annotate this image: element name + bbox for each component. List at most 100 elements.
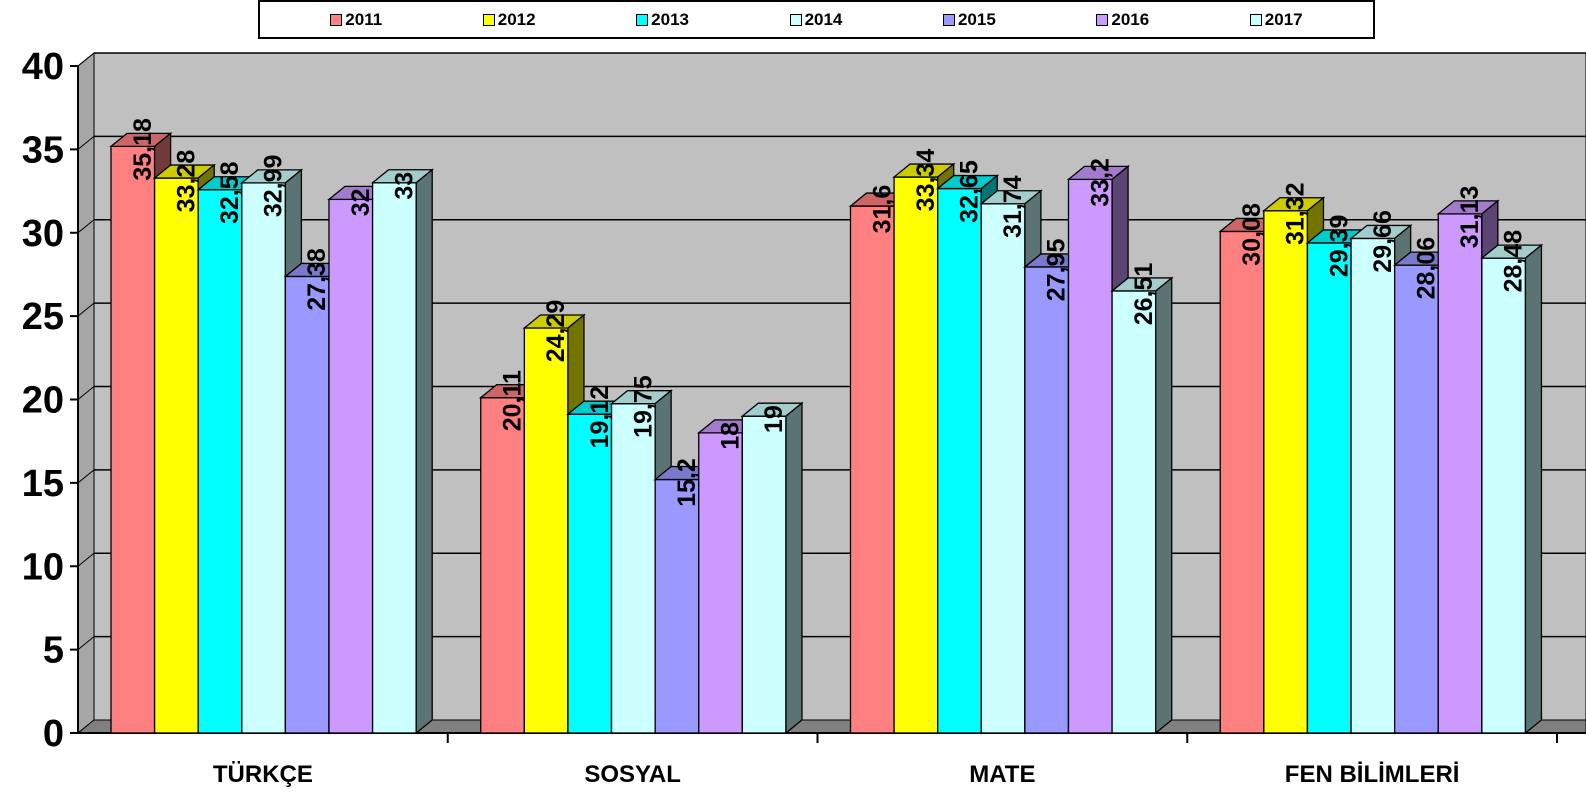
data-label: 31,13 <box>1456 186 1484 249</box>
bar-2016 <box>1067 178 1113 734</box>
bar-2017 <box>371 182 417 734</box>
bar-2012 <box>893 176 939 734</box>
bar-2015 <box>1394 264 1439 734</box>
gridline-side <box>77 469 95 484</box>
bar-2015 <box>284 275 330 734</box>
bar-2015 <box>1024 266 1070 734</box>
bar-2013 <box>197 189 243 734</box>
legend-item-2012: 2012 <box>482 9 536 30</box>
data-label: 31,6 <box>868 185 896 234</box>
data-label: 28,06 <box>1412 237 1440 300</box>
bar-2012 <box>153 177 199 734</box>
legend-label: 2015 <box>957 9 996 29</box>
y-tick-label: 40 <box>22 46 64 88</box>
legend-label: 2017 <box>1264 9 1303 29</box>
bar-2016 <box>328 198 374 734</box>
gridline-side <box>77 302 95 317</box>
data-label: 27,38 <box>303 248 331 311</box>
legend-swatch <box>1096 13 1109 26</box>
bar-2017 <box>1481 257 1527 734</box>
data-label: 35,18 <box>129 118 157 181</box>
data-label: 15,2 <box>673 458 701 507</box>
legend-swatch <box>482 13 495 26</box>
gridline-side <box>77 52 95 67</box>
bar-2012 <box>1263 210 1309 734</box>
y-tick-label: 10 <box>22 546 64 588</box>
legend-label: 2016 <box>1111 9 1150 29</box>
data-label: 20,11 <box>499 370 527 431</box>
bar-2012 <box>523 327 569 734</box>
legend-label: 2011 <box>345 9 383 29</box>
legend-swatch <box>330 13 343 26</box>
gridline-side <box>77 135 95 150</box>
data-label: 19,75 <box>629 375 657 438</box>
data-label: 26,51 <box>1130 263 1158 326</box>
legend-label: 2014 <box>804 9 843 29</box>
bar-2017 <box>1111 290 1157 734</box>
legend-swatch <box>942 13 955 26</box>
bar-2011 <box>480 397 525 734</box>
data-label: 27,95 <box>1043 239 1071 302</box>
bar-2014 <box>241 182 287 734</box>
data-label: 33,28 <box>172 150 200 213</box>
gridline-side <box>77 552 95 567</box>
bar-side <box>415 168 433 735</box>
x-category-label: MATE <box>969 761 1035 788</box>
data-label: 33,34 <box>912 149 940 212</box>
y-tick-label: 35 <box>22 129 64 171</box>
data-label: 29,66 <box>1369 210 1397 273</box>
bar-side <box>785 401 803 735</box>
data-label: 32,99 <box>260 155 288 218</box>
gridline-side <box>77 219 95 234</box>
bar-2014 <box>610 403 656 734</box>
bar-2014 <box>1350 237 1396 734</box>
bar-side <box>1524 243 1543 735</box>
legend-swatch <box>1249 13 1262 26</box>
data-label: 19,12 <box>586 386 614 449</box>
gridline-side <box>77 386 95 400</box>
data-label: 31,32 <box>1282 182 1310 245</box>
bar-2016 <box>1437 213 1483 734</box>
legend-label: 2013 <box>651 9 689 29</box>
legend-item-2017: 2017 <box>1249 9 1303 30</box>
bar-side <box>1155 276 1173 735</box>
data-label: 32 <box>347 188 375 216</box>
gridline-side <box>77 636 95 651</box>
bar-2014 <box>980 203 1026 734</box>
legend-item-2013: 2013 <box>636 10 689 30</box>
legend-item-2014: 2014 <box>789 9 843 30</box>
data-label: 19 <box>760 405 788 433</box>
bar-2011 <box>1219 230 1265 734</box>
data-label: 29,39 <box>1325 215 1353 278</box>
y-tick-label: 0 <box>43 713 64 755</box>
x-category-label: TÜRKÇE <box>213 761 313 788</box>
data-label: 18 <box>717 422 745 450</box>
y-tick-label: 15 <box>22 463 64 505</box>
bar-2011 <box>110 145 156 734</box>
x-category-label: SOSYAL <box>584 761 680 788</box>
data-label: 28,48 <box>1500 230 1528 293</box>
y-tick-label: 20 <box>22 380 64 422</box>
bar-2017 <box>741 415 787 734</box>
legend-swatch <box>636 13 649 26</box>
bar-2013 <box>1306 242 1352 734</box>
legend-label: 2012 <box>497 9 536 29</box>
data-label: 33 <box>390 172 418 200</box>
legend-item-2011: 2011 <box>330 10 382 30</box>
data-label: 33,2 <box>1086 158 1114 207</box>
legend-swatch <box>789 13 802 26</box>
bar-2016 <box>698 432 743 734</box>
bar-2013 <box>567 413 613 734</box>
legend: 2011 2012 2013 2014 2015 2016 2017 <box>258 0 1375 39</box>
legend-item-2016: 2016 <box>1096 10 1149 30</box>
y-tick-label: 30 <box>22 213 64 255</box>
bar-2013 <box>937 187 982 734</box>
x-category-label: FEN BİLİMLERİ <box>1285 761 1460 788</box>
data-label: 32,58 <box>216 161 244 224</box>
data-label: 30,08 <box>1238 203 1266 266</box>
bar-2015 <box>654 478 700 734</box>
y-tick-label: 5 <box>43 630 64 672</box>
legend-item-2015: 2015 <box>942 9 996 30</box>
data-label: 32,65 <box>956 160 984 223</box>
